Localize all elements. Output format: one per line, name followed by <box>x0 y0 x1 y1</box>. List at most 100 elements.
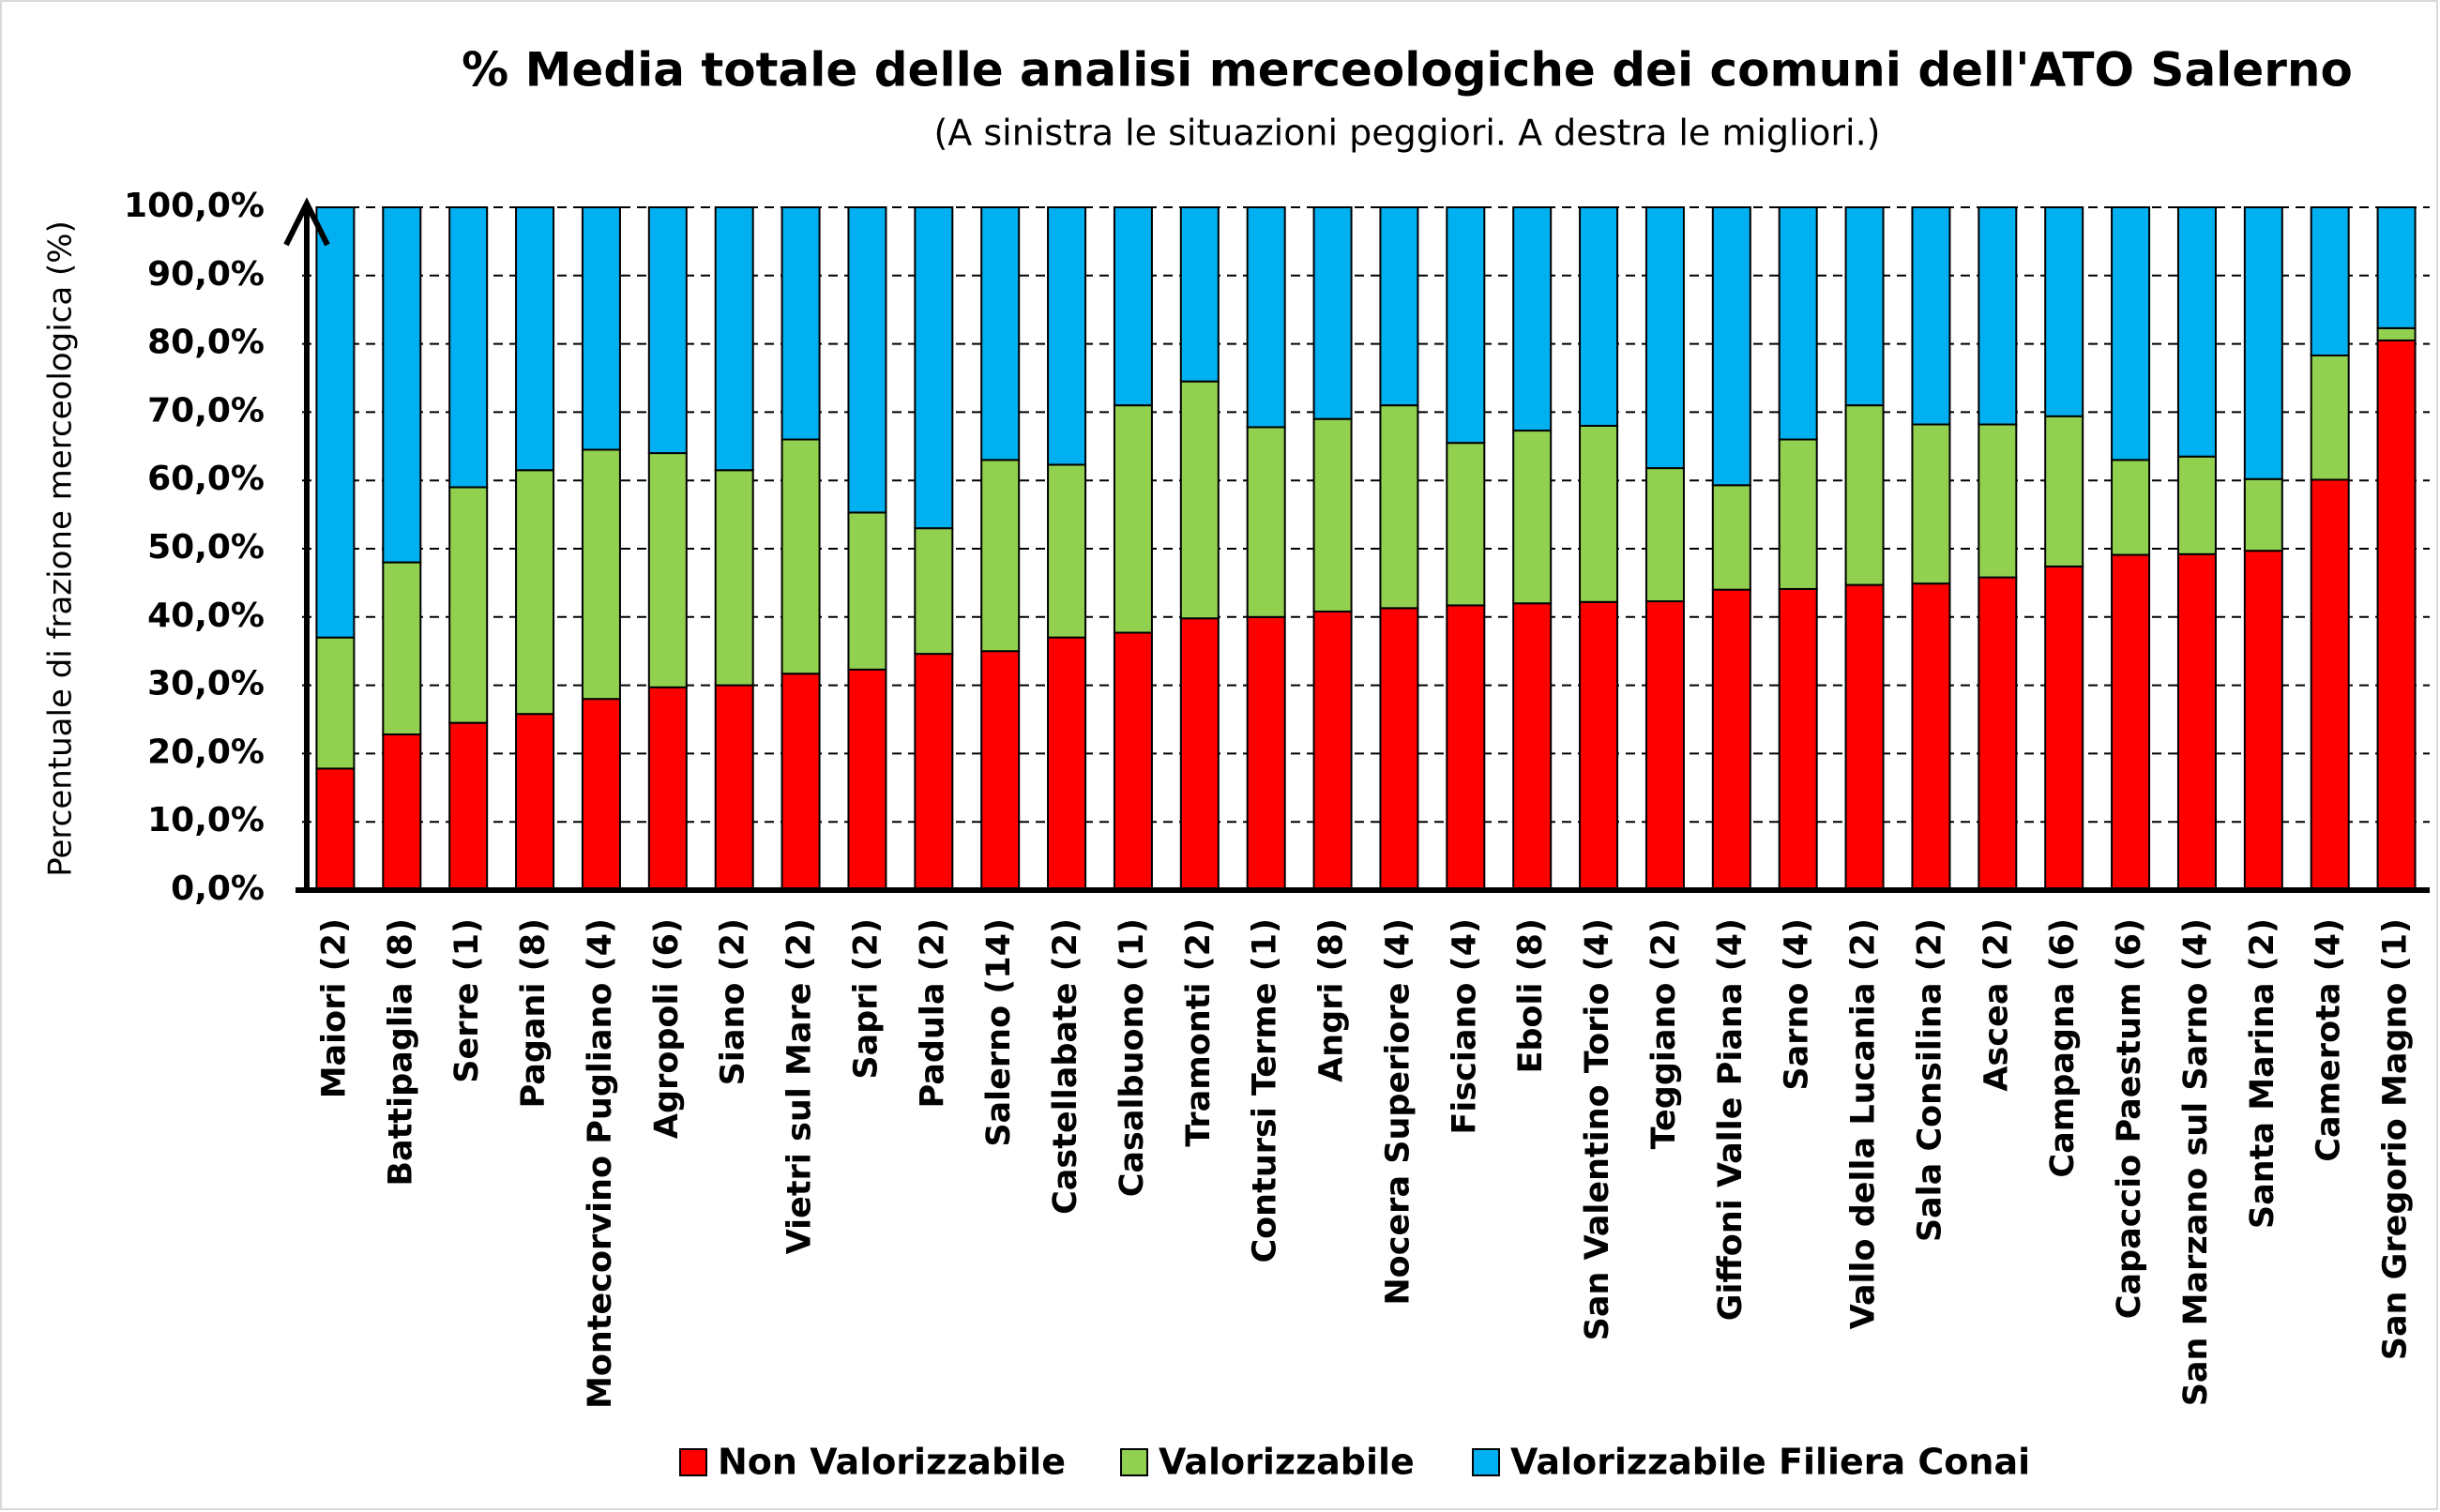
bar-segment <box>1047 463 1087 639</box>
bar-segment <box>315 636 356 770</box>
bar-segment <box>581 448 621 701</box>
bar-segment <box>1711 484 1751 591</box>
chart-title: % Media totale delle analisi merceologic… <box>462 43 2353 98</box>
bar-segment <box>1179 380 1220 620</box>
bar-segment <box>714 469 754 687</box>
bar-segment <box>581 206 621 451</box>
bar-segment <box>1911 206 1951 426</box>
bar-segment <box>1179 206 1220 383</box>
bar-segment <box>2111 553 2151 891</box>
bar-segment <box>448 721 489 892</box>
bar-segment <box>1179 617 1220 891</box>
bar-segment <box>914 206 954 530</box>
x-tick-label: Casalbuono (1) <box>1114 918 1151 1197</box>
bar-segment <box>1312 610 1353 891</box>
bar-segment <box>1446 442 1486 607</box>
y-tick-label: 100,0% <box>124 187 265 225</box>
bar-segment <box>1778 438 1818 590</box>
bar-segment <box>714 206 754 472</box>
bar-segment <box>1446 604 1486 891</box>
bar-segment <box>2376 206 2417 329</box>
bar-segment <box>1113 404 1153 634</box>
bar-segment <box>382 733 422 891</box>
bar-segment <box>1047 206 1087 466</box>
bar-segment <box>2310 354 2350 481</box>
bar-segment <box>448 486 489 724</box>
x-tick-label: Tramonti (2) <box>1180 918 1218 1147</box>
bar-segment <box>1844 206 1885 407</box>
bar-segment <box>1246 426 1286 618</box>
bar-segment <box>1113 206 1153 407</box>
x-tick-label: Vallo della Lucania (2) <box>1845 918 1883 1329</box>
bar-segment <box>1446 206 1486 445</box>
bar-segment <box>2310 206 2350 356</box>
bar-segment <box>382 206 422 564</box>
x-tick-label: Maiori (2) <box>315 918 353 1098</box>
bar-segment <box>2176 206 2217 458</box>
bar-segment <box>2376 326 2417 341</box>
bar-segment <box>2243 477 2283 552</box>
bar-segment <box>1778 206 1818 441</box>
bar-segment <box>1579 600 1619 891</box>
y-tick-label: 50,0% <box>147 528 265 567</box>
bar-segment <box>382 561 422 736</box>
x-tick-label: Padula (2) <box>914 918 951 1108</box>
bar-segment <box>2044 565 2084 891</box>
bar-segment <box>2176 552 2217 891</box>
bar-segment <box>780 438 821 675</box>
bar-segment <box>847 511 887 671</box>
bar-segment <box>714 684 754 891</box>
bar-segment <box>1911 423 1951 585</box>
legend-label: Valorizzabile Filiera Conai <box>1510 1442 2030 1483</box>
x-tick-label: Angri (8) <box>1313 918 1351 1082</box>
bar-segment <box>515 469 555 716</box>
bar-segment <box>1512 602 1553 891</box>
x-tick-label: Salerno (14) <box>980 918 1018 1147</box>
bar-segment <box>980 459 1021 653</box>
bar-segment <box>515 713 555 892</box>
y-tick-label: 70,0% <box>147 391 265 430</box>
bar-segment <box>1911 582 1951 891</box>
y-tick-label: 20,0% <box>147 733 265 771</box>
x-tick-label: Sarno (4) <box>1779 918 1816 1091</box>
bar-segment <box>1978 206 2018 426</box>
x-tick-label: Battipaglia (8) <box>382 918 419 1187</box>
legend-swatch <box>1472 1448 1500 1476</box>
x-tick-label: Serre (1) <box>448 918 486 1083</box>
x-tick-label: Giffoni Valle Piana (4) <box>1712 918 1750 1321</box>
bar-segment <box>647 686 688 891</box>
y-tick-label: 90,0% <box>147 255 265 294</box>
bar-segment <box>1113 631 1153 891</box>
bar-segment <box>2376 339 2417 891</box>
x-tick-label: Montecorvino Pugliano (4) <box>582 918 619 1409</box>
bar-segment <box>780 673 821 891</box>
bar-segment <box>847 668 887 892</box>
y-tick-label: 10,0% <box>147 801 265 839</box>
bar-segment <box>1379 404 1419 610</box>
bar-segment <box>1047 636 1087 891</box>
bar-segment <box>515 206 555 472</box>
x-tick-label: Sapri (2) <box>847 918 885 1080</box>
x-tick-label: Agropoli (6) <box>648 918 686 1139</box>
bar-segment <box>1579 206 1619 427</box>
bar-segment <box>1579 424 1619 603</box>
bar-segment <box>1844 583 1885 891</box>
bar-segment <box>1978 576 2018 891</box>
x-tick-label: Eboli (8) <box>1512 918 1550 1074</box>
x-tick-label: Nocera Superiore (4) <box>1379 918 1417 1306</box>
x-tick-label: Siano (2) <box>715 918 752 1085</box>
bar-segment <box>647 206 688 455</box>
bar-segment <box>1246 206 1286 429</box>
bar-segment <box>2243 550 2283 892</box>
x-tick-label: San Marzano sul Sarno (4) <box>2177 918 2215 1406</box>
y-axis-label: Percentuale di frazione merceologica (%) <box>42 220 80 877</box>
x-tick-label: Pagani (8) <box>515 918 553 1108</box>
bar-segment <box>914 653 954 891</box>
y-tick-label: 0,0% <box>171 869 265 908</box>
x-tick-label: San Valentino Torio (4) <box>1579 918 1616 1340</box>
legend-swatch <box>679 1448 707 1476</box>
x-tick-label: Capaccio Paestum (6) <box>2111 918 2148 1319</box>
bar-segment <box>2310 478 2350 891</box>
x-tick-label: Sala Consilina (2) <box>1911 918 1948 1242</box>
